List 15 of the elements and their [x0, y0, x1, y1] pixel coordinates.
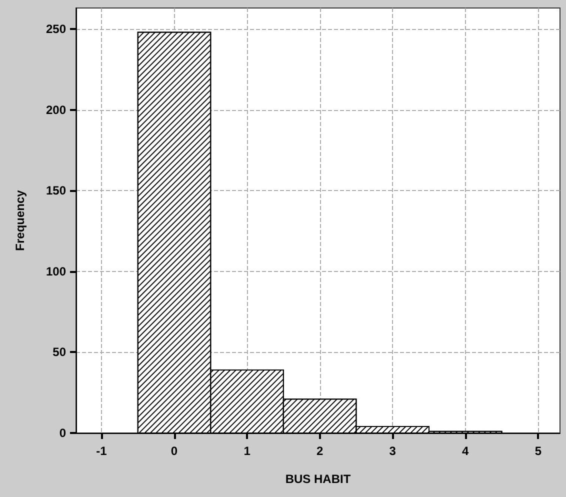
y-tick-label: 100: [46, 264, 66, 278]
y-tick-label: 150: [46, 184, 66, 198]
x-tick-label: 1: [244, 444, 251, 458]
x-tick-label: 4: [462, 444, 470, 458]
x-tick-label: 0: [170, 444, 178, 458]
x-tick-label: -1: [96, 444, 108, 458]
x-axis-title: BUS HABIT: [285, 472, 352, 486]
x-tick-label: 5: [534, 444, 542, 458]
y-tick-label: 50: [52, 345, 66, 360]
y-tick-label: 200: [46, 102, 66, 117]
y-axis-title: Frequency: [13, 190, 27, 251]
x-tick-label: 2: [316, 444, 324, 458]
x-tick-label: 3: [389, 444, 396, 458]
y-tick-label: 250: [46, 22, 66, 36]
y-tick-label: 0: [59, 426, 66, 440]
